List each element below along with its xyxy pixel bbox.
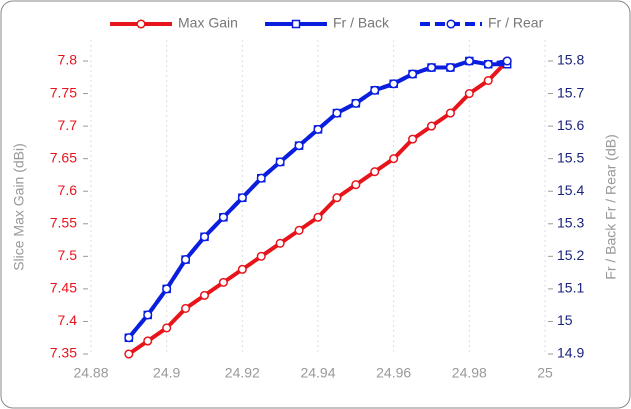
y-tick-label: 7.55 — [50, 214, 77, 230]
marker — [445, 62, 455, 73]
y2-tick-label: 15.8 — [557, 52, 584, 68]
marker — [426, 121, 437, 131]
legend-label: Max Gain — [178, 15, 238, 31]
marker — [143, 336, 153, 346]
marker — [313, 212, 323, 222]
x-tick-label: 24.92 — [225, 365, 260, 381]
marker — [351, 180, 361, 190]
marker — [370, 85, 380, 95]
legend-marker — [136, 19, 146, 29]
y-tick-label: 7.8 — [58, 52, 78, 68]
y-tick-label: 7.65 — [50, 149, 77, 165]
y2-tick-label: 15.2 — [557, 247, 584, 263]
marker — [313, 124, 323, 134]
marker — [408, 134, 418, 144]
marker — [426, 62, 437, 73]
marker — [275, 157, 285, 167]
x-tick-label: 24.98 — [452, 365, 487, 381]
marker — [162, 323, 172, 333]
marker — [332, 193, 342, 203]
y-tick-label: 7.5 — [58, 247, 78, 263]
marker — [124, 333, 134, 343]
marker — [237, 193, 247, 203]
marker — [464, 56, 474, 66]
marker — [389, 79, 399, 89]
x-tick-label: 25 — [537, 365, 553, 381]
marker — [275, 238, 285, 248]
marker — [351, 98, 361, 108]
x-tick-label: 24.96 — [376, 365, 411, 381]
marker — [332, 108, 342, 118]
x-tick-label: 24.88 — [73, 365, 108, 381]
y-tick-label: 7.6 — [58, 182, 78, 198]
marker — [464, 89, 474, 99]
marker — [256, 251, 266, 261]
marker — [162, 284, 172, 294]
marker — [143, 310, 153, 320]
y-tick-label: 7.45 — [50, 280, 77, 296]
y2-tick-label: 15.6 — [557, 117, 584, 133]
legend-marker — [446, 19, 456, 29]
marker — [389, 154, 399, 164]
y2-tick-label: 15.4 — [557, 182, 584, 198]
marker — [237, 264, 247, 274]
marker — [502, 56, 512, 66]
marker — [199, 232, 210, 242]
y-tick-label: 7.75 — [50, 84, 77, 100]
marker — [218, 277, 228, 287]
y-tick-label: 7.4 — [58, 312, 78, 328]
y2-axis-title: Fr / Back Fr / Rear (dB) — [603, 134, 619, 279]
y2-tick-label: 15.7 — [557, 84, 584, 100]
marker — [181, 303, 191, 313]
legend-label: Fr / Back — [333, 15, 390, 31]
y-axis-title: Slice Max Gain (dBi) — [11, 143, 27, 271]
marker — [445, 108, 455, 118]
x-tick-label: 24.9 — [153, 365, 180, 381]
marker — [483, 59, 493, 69]
marker — [199, 290, 210, 300]
y2-tick-label: 15.3 — [557, 214, 584, 230]
marker — [483, 75, 493, 86]
y2-tick-label: 15.1 — [557, 280, 584, 296]
y-tick-label: 7.35 — [50, 345, 77, 361]
marker — [218, 212, 228, 222]
marker — [370, 167, 380, 177]
marker — [181, 255, 191, 265]
marker — [124, 349, 134, 359]
y2-tick-label: 15.5 — [557, 149, 584, 165]
series-line — [127, 58, 508, 339]
x-tick-label: 24.94 — [300, 365, 335, 381]
marker — [294, 225, 304, 235]
marker — [256, 173, 266, 183]
y2-tick-label: 15 — [557, 312, 573, 328]
legend-marker — [291, 19, 301, 29]
marker — [408, 69, 418, 79]
marker — [294, 141, 304, 151]
y2-tick-label: 14.9 — [557, 345, 584, 361]
y-tick-label: 7.7 — [58, 117, 78, 133]
legend-label: Fr / Rear — [488, 15, 544, 31]
